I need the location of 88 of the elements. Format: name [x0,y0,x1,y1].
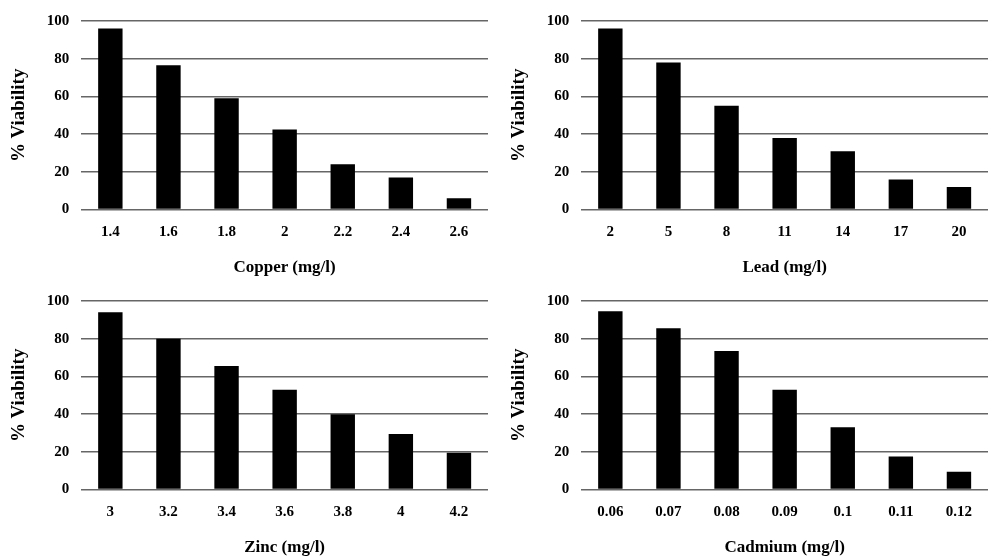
x-tick-label: 0.09 [771,503,798,520]
y-tick-label: 40 [554,405,570,422]
x-tick-label: 0.1 [833,503,853,520]
x-tick-label: 3.6 [275,503,295,520]
x-axis-title: Copper (mg/l) [233,257,336,277]
bar [946,471,972,489]
bar [714,105,739,209]
x-tick-label: 0.11 [888,503,914,520]
y-tick-label: 0 [561,480,570,497]
y-axis-title: % Viability [507,68,529,163]
bar [272,389,297,489]
y-tick-label: 80 [54,329,70,346]
y-tick-label: 0 [61,480,70,497]
y-tick-label: 20 [54,442,70,459]
y-tick-label: 80 [554,49,570,66]
y-tick-label: 40 [54,125,70,142]
x-tick-label: 2 [606,223,615,240]
x-tick-label: 4.2 [449,503,469,520]
bar [772,389,797,489]
y-tick-label: 80 [554,329,570,346]
x-tick-label: 1.6 [159,223,179,240]
bar [272,129,297,209]
bar [214,98,239,209]
bar [888,456,914,489]
y-tick-label: 100 [46,11,70,28]
y-tick-label: 100 [46,291,70,308]
bar [656,328,681,489]
x-tick-label: 4 [397,503,406,520]
x-tick-label: 2.4 [391,223,411,240]
bar [446,198,472,209]
bar [98,312,123,489]
x-tick-label: 17 [893,223,909,240]
x-axis-title: Lead (mg/l) [742,257,827,277]
y-axis-title: % Viability [7,68,29,163]
bar [598,311,623,489]
y-tick-label: 0 [561,200,570,217]
x-tick-label: 2.6 [449,223,469,240]
x-tick-label: 8 [722,223,731,240]
x-tick-label: 1.8 [217,223,236,240]
x-tick-label: 3 [106,503,115,520]
bar [446,452,472,489]
y-tick-label: 100 [546,11,570,28]
bar [888,179,914,209]
x-tick-label: 3.8 [333,503,353,520]
x-tick-label: 2 [280,223,289,240]
x-tick-label: 0.07 [655,503,683,520]
x-tick-label: 0.12 [945,503,973,520]
y-tick-label: 60 [554,87,570,104]
bar [388,177,414,209]
x-tick-label: 11 [777,223,792,240]
x-tick-label: 1.4 [100,223,121,240]
y-tick-label: 60 [54,87,70,104]
x-axis-title: Zinc (mg/l) [244,537,326,557]
y-tick-label: 60 [554,367,570,384]
bar [214,366,239,489]
y-tick-label: 20 [554,442,570,459]
bar [830,427,855,489]
bar [156,338,181,489]
bar [388,433,414,489]
y-tick-label: 60 [54,367,70,384]
y-tick-label: 40 [554,125,570,142]
x-tick-label: 3.4 [217,503,237,520]
y-tick-label: 20 [54,162,70,179]
x-tick-label: 20 [951,223,967,240]
x-tick-label: 0.06 [597,503,624,520]
bar [714,350,739,489]
y-axis-title: % Viability [507,348,529,443]
x-axis-title: Cadmium (mg/l) [724,537,845,557]
bar [946,186,972,209]
y-axis-title: % Viability [7,348,29,443]
bar [598,28,623,209]
bar [98,28,123,209]
bar [656,62,681,209]
x-tick-label: 2.2 [333,223,353,240]
x-tick-label: 5 [664,223,673,240]
bar [772,137,797,209]
x-tick-label: 3.2 [159,503,178,520]
bar [830,151,855,209]
y-tick-label: 100 [546,291,570,308]
y-tick-label: 20 [554,162,570,179]
bar [330,164,355,209]
y-tick-label: 0 [61,200,70,217]
y-tick-label: 40 [54,405,70,422]
bar [156,65,181,209]
y-tick-label: 80 [54,49,70,66]
bar [330,414,355,489]
x-tick-label: 0.08 [713,503,740,520]
x-tick-label: 14 [835,223,851,240]
